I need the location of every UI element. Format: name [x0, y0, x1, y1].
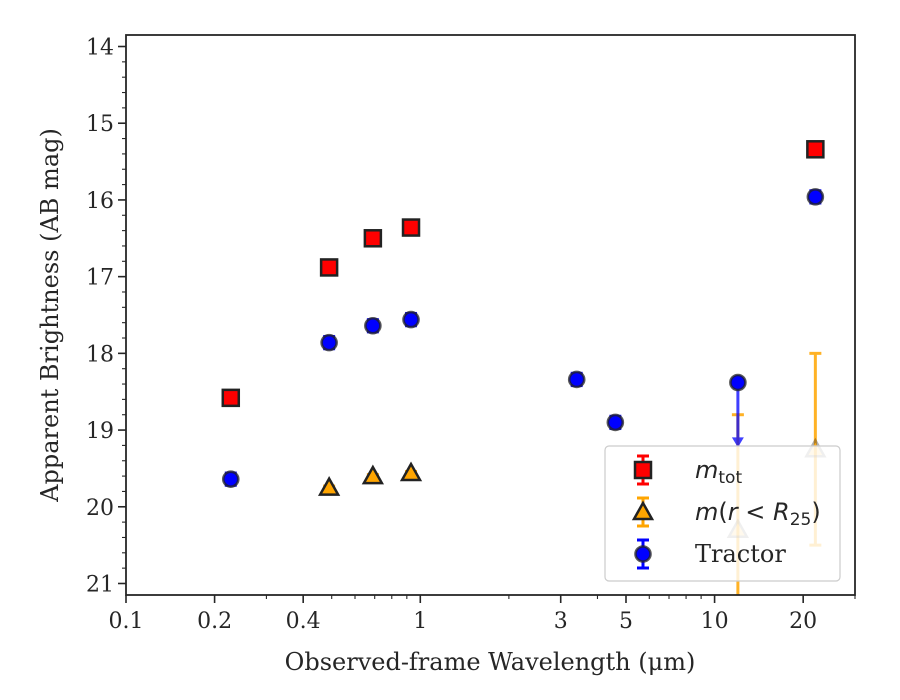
- legend-marker-tractor: [634, 545, 652, 563]
- legend-label-mr25: m(r < R25): [695, 498, 821, 530]
- y-tick-label: 21: [86, 572, 114, 597]
- circle-marker: [806, 188, 825, 206]
- tractor-point: [806, 188, 825, 206]
- circle-marker: [634, 545, 652, 563]
- circle-marker: [364, 316, 382, 335]
- mr25-point: [399, 461, 423, 482]
- x-axis-label: Observed-frame Wavelength (μm): [285, 648, 696, 676]
- legend: mtot m(r < R25) Tractor: [604, 445, 841, 582]
- triangle-marker: [399, 461, 423, 482]
- axes-frame: [125, 34, 856, 596]
- x-tick-label: 1: [413, 609, 427, 634]
- square-marker: [806, 140, 825, 159]
- y-tick-label: 14: [86, 36, 114, 61]
- y-tick-label: 16: [86, 189, 114, 214]
- axis-ticks: 14 15 16 17 18 19 20 21 0.1 0.2 0.4 1 3 5 10 20: [86, 36, 856, 634]
- tractor-point: [402, 310, 420, 329]
- y-tick-label: 19: [86, 419, 114, 444]
- y-tick-label: 20: [86, 496, 114, 521]
- mtot-point: [401, 218, 421, 237]
- x-tick-label: 3: [554, 609, 568, 634]
- mr25-point: [361, 464, 385, 485]
- square-marker: [633, 460, 653, 480]
- tractor-point: [729, 373, 747, 392]
- mr25-point: [317, 476, 341, 496]
- legend-marker-mtot: [633, 460, 653, 480]
- x-tick-label: 0.4: [286, 609, 321, 634]
- x-tick-label: 20: [789, 609, 817, 634]
- square-marker: [221, 388, 241, 408]
- square-marker: [319, 258, 339, 277]
- mtot-point: [221, 388, 241, 408]
- square-marker: [363, 229, 383, 248]
- legend-marker-mr25: [631, 500, 655, 521]
- circle-marker: [402, 310, 420, 329]
- tractor-point: [606, 413, 625, 432]
- mtot-point: [806, 140, 825, 159]
- mtot-point: [363, 229, 383, 248]
- circle-marker: [729, 373, 747, 392]
- circle-marker: [221, 470, 240, 488]
- legend-label-mtot: mtot: [695, 456, 742, 488]
- y-tick-label: 15: [86, 112, 114, 137]
- x-tick-label: 0.1: [109, 609, 144, 634]
- tractor-point: [221, 470, 240, 488]
- legend-box: [604, 445, 841, 582]
- tractor-point: [320, 333, 338, 352]
- triangle-marker: [317, 476, 341, 496]
- x-tick-label: 5: [619, 609, 633, 634]
- y-axis-label: Apparent Brightness (AB mag): [36, 128, 64, 503]
- tractor-point: [364, 316, 382, 335]
- circle-marker: [567, 370, 586, 389]
- y-tick-label: 17: [86, 266, 114, 291]
- triangle-marker: [361, 464, 385, 485]
- circle-marker: [320, 333, 338, 352]
- tractor-point: [567, 370, 586, 389]
- legend-label-tractor: Tractor: [695, 540, 786, 568]
- upper-limit-arrow: [731, 437, 744, 448]
- circle-marker: [606, 413, 625, 432]
- mtot-point: [319, 258, 339, 277]
- x-tick-label: 0.2: [197, 609, 232, 634]
- y-tick-label: 18: [86, 342, 114, 367]
- triangle-marker: [631, 500, 655, 521]
- square-marker: [401, 218, 421, 237]
- x-tick-label: 10: [701, 609, 729, 634]
